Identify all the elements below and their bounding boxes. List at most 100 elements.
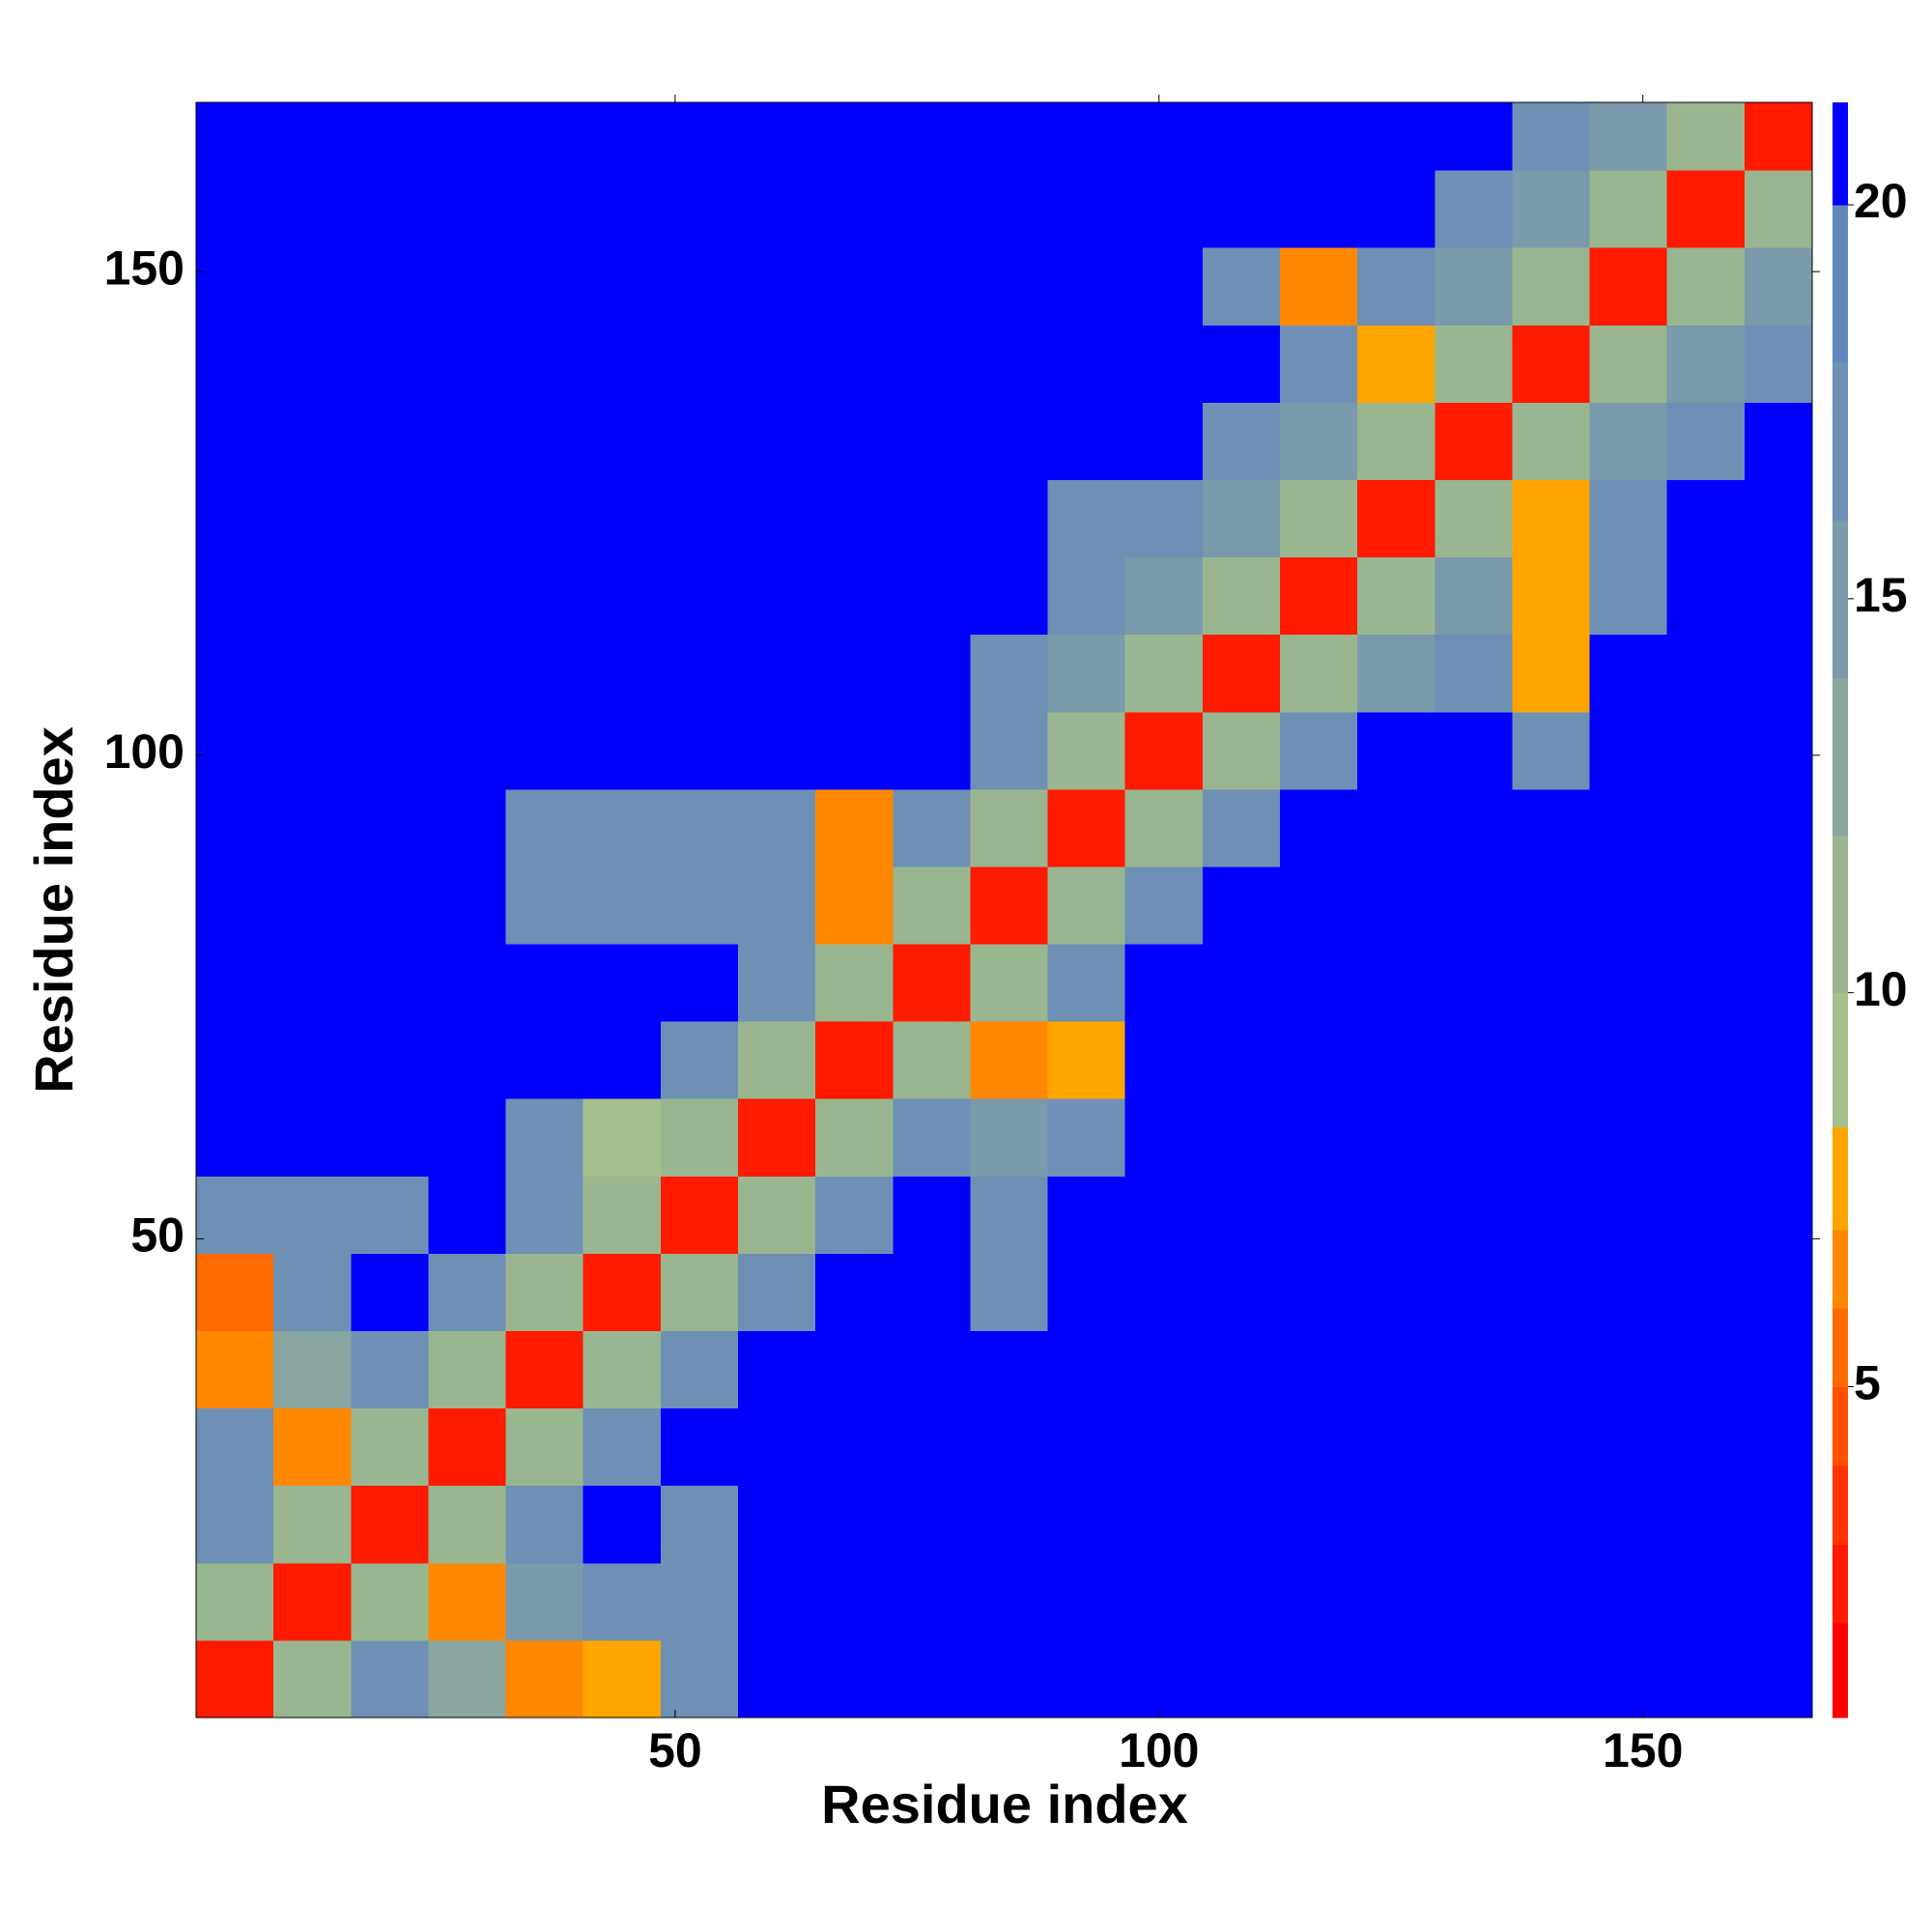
heatmap-cell — [1280, 556, 1358, 636]
x-tick-label: 150 — [1603, 1723, 1683, 1777]
heatmap-cell — [351, 479, 429, 558]
heatmap-cell — [505, 788, 584, 867]
heatmap-cell — [428, 1330, 507, 1409]
heatmap-cell — [1124, 1562, 1204, 1641]
heatmap-cell — [1666, 866, 1746, 945]
heatmap-cell — [273, 1021, 352, 1099]
heatmap-cell — [738, 1330, 816, 1409]
heatmap-cell — [1744, 788, 1813, 867]
heatmap-cell — [1047, 556, 1126, 636]
heatmap-cell — [1744, 1021, 1813, 1099]
heatmap-cell — [1357, 1485, 1435, 1564]
heatmap-cell — [1666, 1485, 1746, 1564]
heatmap-cell — [196, 1176, 274, 1254]
heatmap-cell — [582, 170, 662, 248]
heatmap-cell — [196, 1485, 274, 1564]
heatmap-cell — [505, 102, 584, 171]
heatmap-cell — [273, 944, 352, 1022]
heatmap-cell — [1357, 325, 1435, 403]
heatmap-cell — [1280, 1330, 1358, 1409]
heatmap-cell — [273, 788, 352, 867]
heatmap-cell — [738, 556, 816, 636]
heatmap-cell — [1202, 1021, 1281, 1099]
heatmap-cell — [738, 402, 816, 480]
heatmap-cell — [1202, 556, 1281, 636]
heatmap-cell — [1589, 1407, 1668, 1487]
heatmap-cell — [505, 325, 584, 403]
heatmap-cell — [1280, 944, 1358, 1022]
heatmap-cell — [815, 1021, 894, 1099]
heatmap-cell — [1435, 170, 1513, 248]
heatmap-cell — [815, 1407, 894, 1487]
heatmap-cell — [1202, 1176, 1281, 1254]
heatmap-cell — [1512, 1021, 1591, 1099]
heatmap-cell — [428, 1562, 507, 1641]
heatmap-cell — [1047, 325, 1126, 403]
heatmap-cell — [1357, 247, 1435, 326]
colorbar-segment — [1833, 362, 1848, 521]
heatmap-cell — [1435, 1562, 1513, 1641]
heatmap-cell — [1124, 556, 1204, 636]
heatmap-cell — [1744, 866, 1813, 945]
heatmap-cell — [1589, 325, 1668, 403]
heatmap-cell — [1589, 788, 1668, 867]
heatmap-cell — [1047, 1407, 1126, 1487]
heatmap-cell — [1435, 102, 1513, 171]
heatmap-cell — [1202, 1253, 1281, 1332]
heatmap-cell — [1589, 1021, 1668, 1099]
heatmap-cell — [1357, 1562, 1435, 1641]
heatmap-cell — [505, 1485, 584, 1564]
heatmap-cell — [1435, 944, 1513, 1022]
heatmap-cell — [1744, 1562, 1813, 1641]
heatmap-cell — [660, 1562, 739, 1641]
heatmap-cell — [970, 1021, 1049, 1099]
heatmap-cell — [582, 788, 662, 867]
heatmap-cell — [1744, 170, 1813, 248]
heatmap-cell — [738, 170, 816, 248]
heatmap-cell — [582, 1021, 662, 1099]
heatmap-cell — [970, 1485, 1049, 1564]
colorbar-segment — [1833, 1229, 1848, 1309]
heatmap-cell — [273, 1253, 352, 1332]
heatmap-cell — [351, 325, 429, 403]
heatmap-cell — [1280, 325, 1358, 403]
heatmap-cell — [1202, 634, 1281, 713]
heatmap-cell — [1435, 325, 1513, 403]
heatmap-cell — [582, 711, 662, 790]
heatmap-cell — [196, 1330, 274, 1409]
heatmap-cell — [1666, 1176, 1746, 1254]
heatmap-cell — [505, 711, 584, 790]
heatmap-cell — [351, 1253, 429, 1332]
heatmap-cell — [505, 944, 584, 1022]
heatmap-cell — [273, 247, 352, 326]
heatmap-cell — [1047, 1098, 1126, 1177]
heatmap-cell — [970, 634, 1049, 713]
heatmap-cell — [660, 325, 739, 403]
heatmap-cell — [893, 711, 971, 790]
heatmap-cell — [1666, 788, 1746, 867]
heatmap-cell — [1202, 170, 1281, 248]
heatmap-cell — [815, 556, 894, 636]
heatmap-cell — [1202, 102, 1281, 171]
heatmap-cell — [815, 1562, 894, 1641]
heatmap-cell — [660, 1639, 739, 1719]
heatmap-cell — [351, 1639, 429, 1719]
heatmap-cell — [1357, 556, 1435, 636]
heatmap-cell — [1666, 1330, 1746, 1409]
heatmap-cell — [273, 1330, 352, 1409]
heatmap-cell — [1357, 634, 1435, 713]
heatmap-cell — [1202, 1639, 1281, 1719]
heatmap-cell — [1357, 1176, 1435, 1254]
heatmap-cell — [1512, 788, 1591, 867]
colorbar-segment — [1833, 205, 1848, 363]
heatmap-cell — [970, 866, 1049, 945]
colorbar-segment — [1833, 835, 1848, 994]
heatmap-cell — [351, 170, 429, 248]
heatmap-cell — [1512, 1098, 1591, 1177]
heatmap-cell — [660, 1176, 739, 1254]
heatmap-cell — [1047, 1021, 1126, 1099]
heatmap-cell — [1357, 1253, 1435, 1332]
heatmap-cell — [1435, 1330, 1513, 1409]
heatmap-cell — [815, 170, 894, 248]
heatmap-cell — [351, 944, 429, 1022]
